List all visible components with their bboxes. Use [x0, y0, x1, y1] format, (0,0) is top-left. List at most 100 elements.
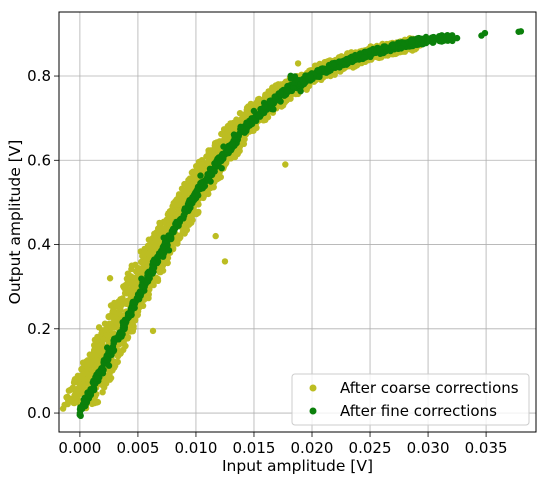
coarse-point — [206, 159, 213, 167]
x-tick-label: 0.025 — [349, 439, 392, 457]
coarse-point — [156, 219, 163, 227]
fine-point — [90, 381, 98, 389]
fine-point — [160, 234, 167, 241]
coarse-point — [113, 318, 120, 326]
coarse-point — [228, 125, 235, 132]
fine-point — [182, 205, 190, 212]
fine-point — [180, 212, 187, 219]
coarse-point — [130, 281, 138, 288]
coarse-point — [155, 225, 162, 232]
fine-point — [94, 375, 101, 382]
y-tick-label: 0.8 — [27, 67, 51, 85]
coarse-point — [241, 136, 248, 143]
coarse-point — [84, 371, 92, 379]
coarse-point — [117, 348, 124, 355]
coarse-point — [77, 374, 85, 382]
fine-point — [138, 275, 145, 282]
fine-extra-point — [453, 34, 461, 42]
coarse-point — [136, 303, 143, 311]
fine-point — [207, 178, 214, 185]
fine-point — [415, 35, 422, 42]
fine-point — [237, 123, 244, 130]
coarse-point — [173, 196, 180, 203]
coarse-point — [139, 252, 146, 260]
fine-point — [195, 192, 202, 199]
fine-point — [134, 293, 141, 301]
coarse-point — [87, 361, 94, 368]
fine-point — [215, 154, 223, 161]
fine-point — [131, 304, 138, 312]
fine-point — [146, 274, 153, 281]
coarse-point — [113, 302, 120, 309]
fine-point — [307, 73, 314, 81]
fine-point — [126, 310, 133, 318]
coarse-point — [160, 225, 167, 232]
fine-point — [297, 88, 304, 95]
coarse-outlier-point — [106, 275, 114, 282]
coarse-outlier-point — [282, 161, 289, 168]
fine-point — [165, 247, 173, 254]
fine-point — [272, 95, 279, 103]
legend: After coarse corrections After fine corr… — [291, 373, 530, 426]
fine-point — [445, 34, 452, 41]
fine-point — [229, 141, 236, 148]
y-tick-label: 0.6 — [27, 151, 51, 169]
coarse-point — [78, 366, 85, 373]
fine-extra-point — [481, 29, 489, 37]
coarse-point — [93, 336, 101, 344]
coarse-point — [236, 110, 244, 117]
y-tick-label: 0.4 — [27, 236, 51, 254]
fine-point — [408, 38, 415, 45]
coarse-point — [127, 273, 134, 280]
x-tick-label: 0.030 — [407, 439, 450, 457]
fine-point — [440, 37, 447, 44]
coarse-point — [104, 332, 112, 339]
fine-point — [293, 76, 300, 83]
coarse-point — [65, 395, 72, 402]
legend-box — [291, 373, 530, 426]
fine-point — [283, 87, 291, 95]
fine-point — [82, 398, 89, 405]
fine-point — [87, 389, 95, 396]
fine-point — [218, 165, 225, 172]
fine-point — [335, 58, 343, 65]
coarse-outlier-point — [294, 60, 302, 67]
coarse-point — [198, 161, 206, 168]
coarse-point — [130, 325, 137, 332]
coarse-point — [117, 296, 124, 303]
fine-point — [149, 258, 157, 265]
coarse-point — [203, 153, 210, 160]
coarse-point — [106, 368, 113, 375]
coarse-point — [152, 236, 159, 244]
coarse-point — [262, 92, 269, 99]
coarse-point — [128, 262, 135, 269]
fine-point — [197, 180, 204, 187]
coarse-point — [145, 251, 153, 258]
coarse-point — [183, 186, 190, 194]
fine-point — [301, 79, 308, 87]
coarse-point — [80, 383, 88, 390]
fine-point — [324, 65, 332, 72]
coarse-point — [110, 324, 117, 331]
coarse-point — [156, 268, 163, 275]
fine-point — [159, 244, 166, 251]
fine-point — [424, 37, 431, 45]
coarse-point — [221, 131, 228, 138]
fine-point — [197, 172, 204, 179]
coarse-point — [102, 326, 109, 333]
legend-marker-coarse — [309, 384, 317, 392]
fine-point — [225, 146, 232, 153]
fine-point — [261, 103, 268, 110]
fine-point — [250, 107, 258, 115]
x-tick-label: 0.010 — [174, 439, 217, 457]
coarse-outlier-point — [212, 232, 219, 240]
fine-point — [360, 54, 368, 61]
fine-extra-point — [517, 28, 525, 35]
coarse-point — [110, 307, 117, 315]
coarse-point — [205, 147, 212, 154]
coarse-outlier-point — [221, 258, 229, 265]
coarse-point — [101, 380, 109, 388]
y-tick-label: 0.0 — [27, 404, 51, 422]
coarse-point — [194, 209, 202, 216]
coarse-point — [65, 387, 73, 394]
